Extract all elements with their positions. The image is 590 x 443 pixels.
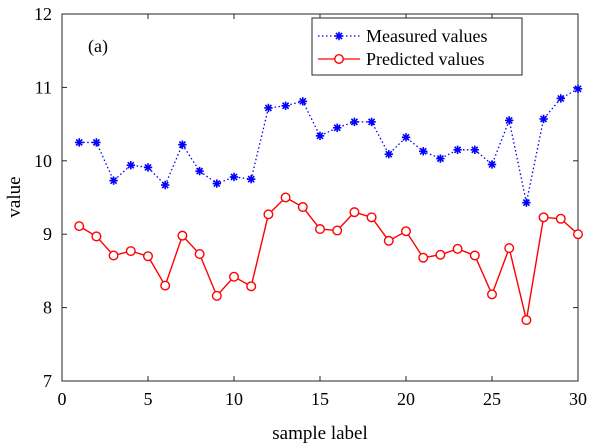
data-point (178, 140, 187, 149)
data-point (263, 209, 274, 220)
data-point (315, 131, 325, 141)
panel-label: (a) (88, 36, 108, 57)
data-point (194, 249, 205, 260)
data-point (143, 163, 153, 172)
x-tick-label: 15 (311, 389, 329, 409)
legend: Measured values Predicted values (311, 17, 523, 76)
data-point (126, 161, 135, 170)
data-point (160, 280, 171, 291)
data-point (91, 231, 102, 242)
data-point (505, 116, 514, 125)
data-point (452, 243, 463, 254)
data-point (229, 172, 239, 182)
axis-ticks: 0 5 10 15 20 25 30 7 8 9 10 11 12 (34, 4, 587, 409)
data-point (367, 117, 376, 127)
data-point (436, 154, 445, 163)
data-point (401, 226, 412, 237)
data-point (281, 101, 290, 110)
data-point (349, 207, 360, 218)
x-tick-label: 0 (58, 389, 67, 409)
legend-label: Measured values (366, 26, 487, 46)
data-point (418, 252, 429, 263)
data-point (332, 225, 343, 236)
data-point (211, 290, 222, 301)
data-point (228, 271, 239, 282)
data-point (521, 315, 532, 326)
series-2 (74, 192, 584, 326)
data-point (297, 202, 308, 213)
data-point (384, 149, 393, 159)
series-layer (74, 84, 584, 326)
data-point (435, 249, 446, 260)
data-point (556, 94, 565, 103)
data-point (161, 180, 170, 190)
data-point (74, 221, 85, 232)
x-tick-label: 30 (569, 389, 587, 409)
data-point (487, 289, 498, 300)
y-tick-label: 10 (34, 151, 52, 171)
data-point (125, 246, 136, 257)
data-point (453, 145, 462, 154)
x-tick-label: 5 (144, 389, 153, 409)
data-point (142, 251, 153, 262)
data-point (195, 166, 204, 176)
x-tick-label: 25 (483, 389, 501, 409)
legend-item: Measured values (318, 26, 487, 46)
data-point (573, 84, 583, 94)
data-point (470, 145, 479, 154)
data-point (487, 160, 497, 169)
data-point (469, 250, 480, 261)
data-point (109, 176, 118, 185)
legend-items: Measured values Predicted values (318, 26, 487, 69)
y-tick-label: 8 (43, 298, 52, 318)
series-1 (75, 84, 583, 207)
data-point (280, 192, 291, 203)
data-point (298, 97, 307, 106)
data-point (264, 103, 273, 113)
data-point (522, 198, 531, 207)
y-axis-label: value (4, 176, 25, 217)
x-tick-label: 10 (225, 389, 243, 409)
legend-marker (334, 31, 344, 41)
y-tick-label: 9 (43, 224, 52, 244)
y-tick-label: 7 (43, 371, 52, 391)
data-point (539, 114, 548, 124)
y-tick-label: 11 (35, 77, 52, 97)
legend-box (311, 17, 523, 76)
data-point (419, 147, 428, 156)
data-point (504, 243, 515, 254)
x-axis-label: sample label (272, 423, 368, 443)
series-line (78, 196, 579, 321)
data-point (573, 229, 584, 240)
data-point (75, 138, 84, 147)
data-point (366, 212, 377, 223)
legend-label: Predicted values (366, 49, 484, 69)
data-point (246, 281, 257, 292)
data-point (177, 230, 188, 241)
data-point (247, 174, 256, 184)
data-point (350, 117, 359, 127)
data-point (92, 138, 101, 147)
data-point (538, 212, 549, 223)
data-point (212, 179, 221, 188)
data-point (333, 123, 342, 132)
y-tick-label: 12 (34, 4, 52, 24)
data-point (108, 250, 119, 261)
legend-item: Predicted values (318, 49, 484, 69)
legend-marker (334, 54, 345, 65)
data-point (315, 224, 326, 235)
data-point (555, 213, 566, 224)
x-tick-label: 20 (397, 389, 415, 409)
data-point (401, 133, 411, 142)
data-point (383, 235, 394, 246)
